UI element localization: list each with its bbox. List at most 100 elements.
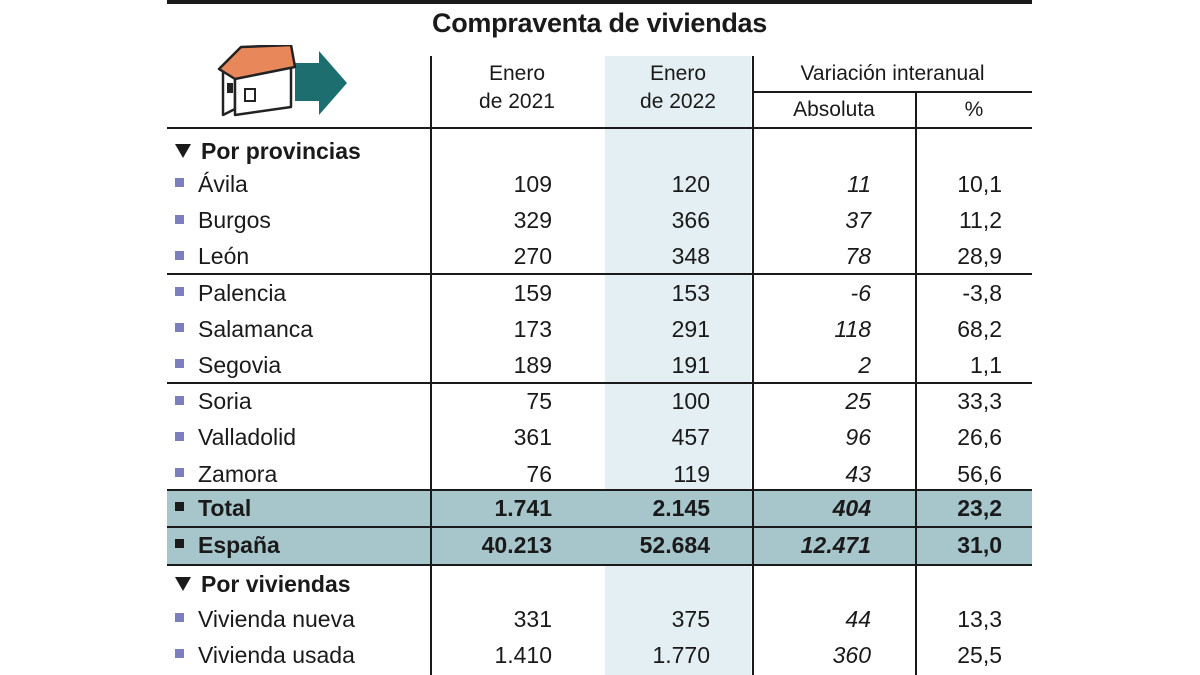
square-bullet-icon: [175, 323, 184, 333]
cell-absolute: 2: [858, 352, 871, 378]
cell-percent: 23,2: [957, 495, 1002, 521]
row-label: León: [175, 238, 249, 274]
cell-absolute: -6: [850, 279, 871, 306]
square-bullet-icon: [175, 178, 184, 188]
cell-2022: 291: [671, 315, 710, 342]
espana-band: [167, 526, 1032, 564]
divider: [752, 91, 1032, 93]
divider: [167, 489, 1032, 491]
square-bullet-icon: [175, 613, 184, 623]
top-rule: [167, 0, 1032, 4]
triangle-down-icon: [175, 144, 191, 158]
cell-2022: 2.145: [652, 495, 710, 521]
cell-absolute: 44: [845, 606, 871, 632]
divider: [167, 127, 1032, 129]
cell-percent: 68,2: [957, 315, 1002, 342]
chart-title: Compraventa de viviendas: [432, 8, 767, 38]
row-label: Soria: [175, 383, 252, 419]
row-label: Total: [175, 490, 251, 526]
row-label: Vivienda nueva: [175, 601, 355, 637]
row-label: Zamora: [175, 456, 277, 492]
cell-absolute: 11: [847, 171, 871, 197]
row-label: Valladolid: [175, 419, 296, 455]
row-label: Segovia: [175, 347, 281, 383]
percent-header: %: [964, 98, 984, 121]
col-2022-header: Enero de 2022: [640, 62, 716, 113]
square-bullet-icon: [175, 539, 184, 549]
square-bullet-icon: [175, 359, 184, 369]
row-label: Palencia: [175, 275, 286, 311]
cell-percent: 25,5: [957, 642, 1002, 668]
cell-2021: 75: [526, 388, 552, 415]
cell-2022: 100: [671, 388, 710, 415]
highlight-column-2022: [605, 56, 751, 675]
cell-2021: 270: [513, 243, 552, 270]
cell-2022: 1.770: [652, 642, 710, 668]
cell-2021: 76: [526, 460, 552, 487]
cell-absolute: 404: [832, 495, 871, 521]
cell-2022: 119: [673, 460, 710, 487]
cell-2022: 366: [671, 207, 710, 234]
cell-2021: 1.741: [494, 495, 552, 521]
divider: [752, 56, 754, 675]
cell-absolute: 25: [845, 388, 871, 415]
cell-percent: 56,6: [957, 460, 1002, 487]
cell-2021: 109: [513, 171, 552, 197]
cell-2021: 331: [513, 606, 552, 632]
square-bullet-icon: [175, 649, 184, 659]
square-bullet-icon: [175, 287, 184, 297]
divider: [167, 564, 1032, 566]
cell-absolute: 78: [845, 243, 871, 270]
triangle-down-icon: [175, 577, 191, 591]
square-bullet-icon: [175, 468, 184, 478]
absolute-header: Absoluta: [793, 98, 875, 121]
col-2021-header: Enero de 2021: [479, 62, 555, 113]
row-label: Ávila: [175, 166, 248, 202]
cell-percent: -3,8: [962, 279, 1002, 306]
arrow-right-icon: [295, 51, 347, 115]
square-bullet-icon: [175, 502, 184, 512]
divider: [167, 273, 1032, 275]
table-frame: Compraventa de viviendas Enero de 2021 E…: [167, 0, 1032, 675]
cell-absolute: 96: [845, 424, 871, 451]
cell-2021: 361: [513, 424, 552, 451]
square-bullet-icon: [175, 214, 184, 224]
row-label: Salamanca: [175, 311, 313, 347]
cell-percent: 1,1: [970, 352, 1002, 378]
cell-percent: 26,6: [957, 424, 1002, 451]
cell-2022: 457: [671, 424, 710, 451]
cell-2021: 40.213: [481, 532, 552, 558]
row-label: España: [175, 527, 280, 563]
divider: [915, 92, 917, 675]
cell-percent: 10,1: [957, 171, 1002, 197]
total-band: [167, 490, 1032, 526]
cell-percent: 31,0: [957, 532, 1002, 558]
cell-absolute: 37: [845, 207, 871, 234]
square-bullet-icon: [175, 431, 184, 441]
cell-2022: 52.684: [639, 532, 710, 558]
cell-percent: 11,2: [958, 207, 1002, 234]
cell-2022: 191: [671, 352, 710, 378]
cell-2022: 375: [671, 606, 710, 632]
cell-2021: 1.410: [494, 642, 552, 668]
divider: [430, 56, 432, 675]
divider: [167, 526, 1032, 528]
cell-absolute: 12.471: [800, 532, 871, 558]
row-label: Vivienda usada: [175, 637, 355, 673]
row-label: Burgos: [175, 202, 271, 238]
cell-2021: 159: [513, 279, 552, 306]
cell-percent: 33,3: [957, 388, 1002, 415]
section-provincias: Por provincias: [175, 133, 361, 169]
cell-2021: 173: [513, 315, 552, 342]
square-bullet-icon: [175, 250, 184, 260]
cell-2021: 329: [513, 207, 552, 234]
square-bullet-icon: [175, 395, 184, 405]
cell-percent: 28,9: [957, 243, 1002, 270]
divider: [167, 382, 1032, 384]
variation-header: Variación interanual: [800, 62, 985, 85]
cell-2022: 348: [671, 243, 710, 270]
house-icon: [217, 45, 347, 117]
cell-2022: 120: [671, 171, 710, 197]
cell-2022: 153: [671, 279, 710, 306]
cell-absolute: 118: [834, 315, 871, 342]
